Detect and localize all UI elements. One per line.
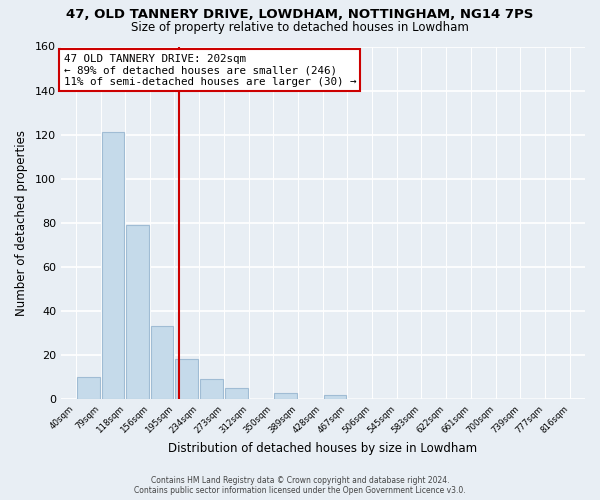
Text: 47, OLD TANNERY DRIVE, LOWDHAM, NOTTINGHAM, NG14 7PS: 47, OLD TANNERY DRIVE, LOWDHAM, NOTTINGH… [67,8,533,20]
Bar [323,395,346,399]
X-axis label: Distribution of detached houses by size in Lowdham: Distribution of detached houses by size … [169,442,478,455]
Bar [151,326,173,399]
Text: Contains HM Land Registry data © Crown copyright and database right 2024.
Contai: Contains HM Land Registry data © Crown c… [134,476,466,495]
Y-axis label: Number of detached properties: Number of detached properties [15,130,28,316]
Bar [225,388,248,399]
Bar [77,377,100,399]
Text: 47 OLD TANNERY DRIVE: 202sqm
← 89% of detached houses are smaller (246)
11% of s: 47 OLD TANNERY DRIVE: 202sqm ← 89% of de… [64,54,356,87]
Bar [274,392,297,399]
Bar [175,360,198,399]
Bar [101,132,124,399]
Text: Size of property relative to detached houses in Lowdham: Size of property relative to detached ho… [131,21,469,34]
Bar [200,380,223,399]
Bar [127,225,149,399]
